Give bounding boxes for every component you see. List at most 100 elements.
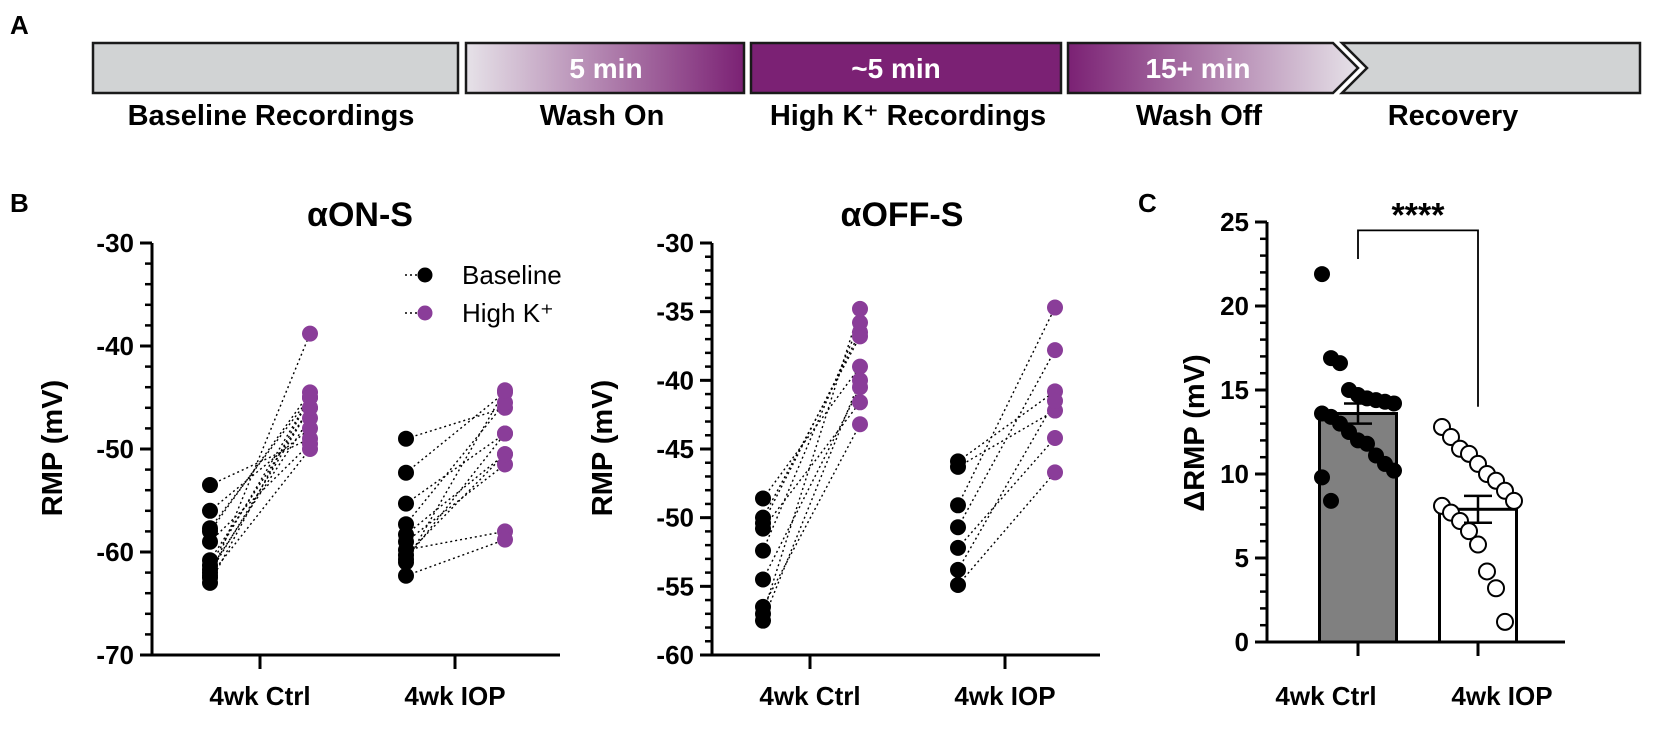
y-tick-label: 5 [1235,543,1249,573]
highk-point [852,416,868,433]
timeline-box-wash-on [464,41,746,95]
highk-point [497,425,513,442]
y-tick-label: -60 [96,537,134,567]
timeline-label-wash-off: Wash Off [1136,100,1263,132]
timeline-box-recovery [1338,41,1642,95]
panel-letter-b: B [10,188,29,218]
x-tick-label-delta-iop: 4wk IOP [1451,681,1552,711]
ctrl-point [1386,462,1402,479]
iop-point [1505,491,1523,510]
legend-marker-highk [417,305,433,321]
y-tick-label: -45 [656,434,694,464]
pair-line [209,391,311,532]
iop-point [1469,535,1487,554]
baseline-point [398,464,414,481]
iop-point [1442,428,1460,447]
timeline: 5 min ~5 min 15+ min Baseline Recordings… [91,41,1642,132]
baseline-point [202,477,218,494]
pair-line [405,538,506,577]
pair-line [762,423,861,608]
y-tick-label: -70 [96,640,134,670]
pair-line [209,448,311,577]
highk-point [302,389,318,406]
significance-stars: **** [1392,196,1446,234]
baseline-point [950,561,966,578]
timeline-duration-wash-off: 15+ min [1145,53,1250,84]
pair-line [209,397,311,584]
highk-point [1047,430,1063,447]
y-tick-label: -50 [96,434,134,464]
x-tick-label-delta-ctrl: 4wk Ctrl [1275,681,1376,711]
baseline-point [398,554,414,571]
pair-line [405,463,506,543]
highk-point [852,300,868,317]
timeline-label-recovery: Recovery [1388,100,1519,132]
baseline-point [950,497,966,514]
pair-line [209,417,311,570]
bars [1318,412,1518,644]
baseline-point [202,574,218,591]
y-tick-label: 25 [1220,207,1249,237]
baseline-point [755,520,771,537]
x-tick-label-aon-iop: 4wk IOP [404,681,505,711]
y-axis-label-delta-rmp: ΔRMP (mV) [1179,354,1211,511]
iop-point [1496,612,1514,631]
pair-line [762,336,861,518]
pair-line [209,397,311,529]
pair-points [755,299,1063,629]
pair-line [957,307,1056,506]
y-tick-label: -30 [96,228,134,258]
timeline-duration-wash-on: 5 min [569,53,642,84]
chart-title-aoff-s: αOFF-S [841,196,964,234]
ctrl-point [1314,266,1330,283]
baseline-point [950,576,966,593]
pair-line [405,389,506,563]
y-tick-label: -35 [656,297,694,327]
baseline-point [950,458,966,475]
baseline-point [202,502,218,519]
baseline-point [202,533,218,550]
y-tick-label: 0 [1235,627,1249,657]
pair-line [762,401,861,530]
y-tick-label: 15 [1220,375,1249,405]
ctrl-point [1323,492,1339,509]
pair-line [762,308,861,615]
baseline-point [950,519,966,536]
ctrl-point [1332,355,1348,372]
y-tick-label: -40 [96,331,134,361]
highk-point [1047,464,1063,481]
baseline-point [398,430,414,447]
pair-lines [762,307,1056,621]
pair-line [762,322,861,551]
highk-point [852,372,868,389]
pair-line [209,443,311,543]
pair-line [405,453,506,556]
baseline-point [950,539,966,556]
pair-line [957,400,1056,571]
pair-lines [209,333,506,584]
timeline-label-high-k: High K⁺ Recordings [770,100,1046,132]
highk-point [497,531,513,548]
highk-point [852,314,868,331]
pair-line [405,391,506,474]
timeline-duration-high-k: ~5 min [851,53,940,84]
pair-line [209,407,311,561]
y-tick-label: -30 [656,228,694,258]
pair-line [405,432,506,505]
highk-point [1047,342,1063,359]
timeline-label-baseline: Baseline Recordings [128,100,415,132]
pair-line [405,433,506,560]
pair-line [405,402,506,525]
baseline-point [398,567,414,584]
y-tick-label: -50 [656,503,694,533]
y-tick-label: 20 [1220,291,1249,321]
highk-point [302,441,318,457]
bar [1318,412,1398,644]
ctrl-point [1314,469,1330,486]
y-axis-label-aoff-s: RMP (mV) [587,380,619,516]
significance-bracket [1357,229,1479,407]
timeline-box-wash-off [1066,41,1360,95]
x-tick-label-aoff-ctrl: 4wk Ctrl [759,681,860,711]
x-tick-label-aoff-iop: 4wk IOP [954,681,1055,711]
chart-delta-rmp: ΔRMP (mV) 4wk Ctrl 4wk IOP 0 5 10 15 20 25 ***… [1179,196,1565,711]
